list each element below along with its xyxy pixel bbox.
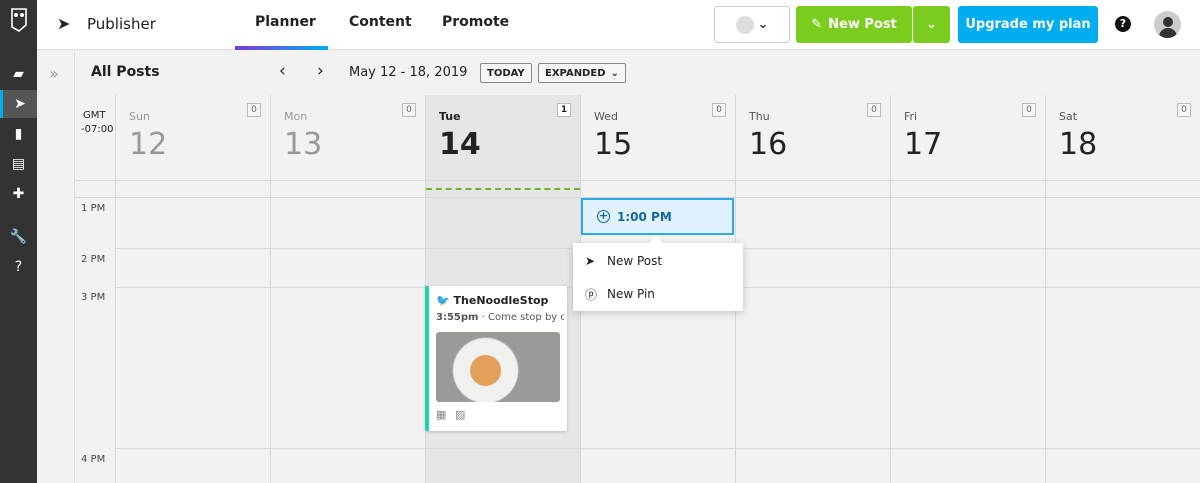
post-count-badge: 1 [557,103,571,117]
view-title: All Posts [91,64,160,80]
publisher-icon: ➤ [57,14,71,33]
prev-week-button[interactable]: ‹ [279,61,286,81]
help-icon[interactable]: ? [1115,16,1131,32]
avatar[interactable] [1154,11,1181,38]
next-week-button[interactable]: › [317,61,324,81]
day-column-mon[interactable]: Mon 13 0 [270,95,425,483]
new-post-dropdown[interactable]: ⌄ [913,6,950,43]
chevron-down-icon: ⌄ [610,67,619,79]
post-count-badge: 0 [247,103,261,117]
tab-content[interactable]: Content [349,14,412,30]
expand-icon[interactable]: » [49,64,59,83]
top-bar: ➤ Publisher Planner Content Promote ⌄ ✎ N… [37,0,1200,50]
image-icon: ▨ [455,408,466,421]
row-divider [75,197,1200,198]
slot-menu: ➤ New Post ⓟ New Pin [573,235,743,311]
time-gutter: GMT -07:00 1 PM 2 PM 3 PM 4 PM [81,110,114,465]
upgrade-button[interactable]: Upgrade my plan [958,6,1098,43]
date-range: May 12 - 18, 2019 [349,65,468,80]
active-tab-indicator [235,46,328,50]
view-dropdown[interactable]: EXPANDED ⌄ [538,63,626,83]
day-column-sat[interactable]: Sat 18 0 [1045,95,1200,483]
sidebar: ▰ ➤ ▮ ▤ ✚ 🔧 ? [0,0,37,483]
post-count-badge: 0 [1022,103,1036,117]
add-circle-icon: + [597,209,610,223]
post-count-badge: 0 [712,103,726,117]
menu-item-new-post[interactable]: ➤ New Post [585,254,663,268]
tab-promote[interactable]: Promote [442,14,510,30]
compose-icon: ✎ [811,17,823,32]
paper-plane-icon: ➤ [585,254,596,268]
today-button[interactable]: TODAY [480,63,532,83]
new-post-button[interactable]: ✎ New Post [796,6,912,43]
row-divider [115,448,1200,449]
profile-selector[interactable]: ⌄ [714,6,790,43]
calendar: GMT -07:00 1 PM 2 PM 3 PM 4 PM Sun 12 0 Mo… [75,95,1200,483]
post-card[interactable]: 🐦 TheNoodleStop 3:55pm · Come stop by ou… [425,286,567,431]
post-count-badge: 0 [1177,103,1191,117]
row-divider [75,180,1200,181]
day-column-fri[interactable]: Fri 17 0 [890,95,1045,483]
app-title: Publisher [87,15,156,33]
post-count-badge: 0 [402,103,416,117]
day-column-thu[interactable]: Thu 16 0 [735,95,890,483]
assignments-icon[interactable]: ▤ [11,156,26,172]
collapsed-panel: » [37,50,75,483]
streams-icon[interactable]: ▰ [13,66,24,82]
current-time-indicator [426,188,580,190]
post-count-badge: 0 [867,103,881,117]
pinterest-icon: ⓟ [585,287,598,302]
menu-item-new-pin[interactable]: ⓟ New Pin [585,287,655,302]
schedule-icon: ▦ [436,408,447,421]
publisher-icon[interactable]: ➤ [0,90,37,118]
owl-logo-icon[interactable] [0,4,37,36]
tab-planner[interactable]: Planner [255,14,316,30]
post-image [436,332,560,402]
apps-icon[interactable]: ✚ [12,186,25,202]
toolbar: All Posts ‹ › May 12 - 18, 2019 TODAY EX… [75,50,1200,95]
tools-icon[interactable]: 🔧 [9,229,28,245]
help-icon[interactable]: ? [14,259,23,275]
analytics-icon[interactable]: ▮ [14,126,23,142]
day-column-sun[interactable]: Sun 12 0 [115,95,270,483]
twitter-icon: 🐦 [436,294,450,307]
time-slot-selected[interactable]: +1:00 PM [581,198,734,235]
